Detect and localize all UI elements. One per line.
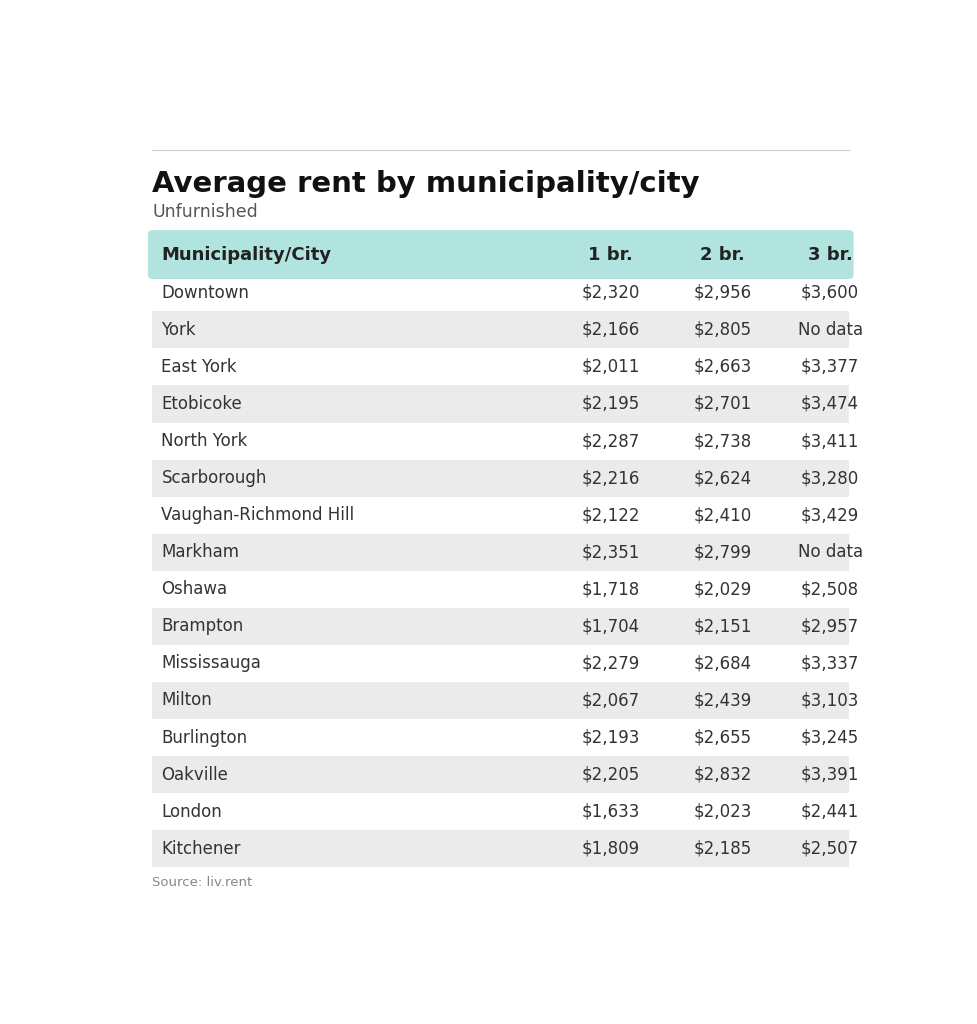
Text: $3,429: $3,429	[801, 506, 859, 524]
Text: $2,151: $2,151	[694, 617, 751, 635]
Text: 3 br.: 3 br.	[808, 246, 853, 263]
Text: $3,391: $3,391	[801, 766, 859, 783]
FancyBboxPatch shape	[148, 230, 854, 279]
Text: $2,067: $2,067	[581, 691, 640, 710]
Bar	[152, 460, 849, 497]
Text: $1,633: $1,633	[581, 803, 640, 820]
Text: $2,287: $2,287	[581, 432, 640, 450]
Text: $2,738: $2,738	[694, 432, 751, 450]
Text: Oakville: Oakville	[161, 766, 229, 783]
Bar	[152, 534, 849, 570]
Bar	[152, 423, 849, 460]
Text: $2,441: $2,441	[801, 803, 859, 820]
Text: Brampton: Brampton	[161, 617, 243, 635]
Text: $2,439: $2,439	[694, 691, 751, 710]
Text: $3,411: $3,411	[801, 432, 859, 450]
Text: $2,185: $2,185	[694, 840, 751, 858]
Text: Downtown: Downtown	[161, 284, 249, 302]
Text: $3,377: $3,377	[801, 358, 859, 376]
Text: $2,655: $2,655	[694, 728, 751, 746]
Text: Oshawa: Oshawa	[161, 581, 228, 598]
Text: $2,195: $2,195	[581, 395, 640, 413]
Text: $2,684: $2,684	[694, 654, 751, 673]
Text: Municipality/City: Municipality/City	[161, 246, 331, 263]
Text: $2,193: $2,193	[581, 728, 640, 746]
Bar	[152, 756, 849, 793]
Text: $2,205: $2,205	[581, 766, 640, 783]
Text: $2,957: $2,957	[801, 617, 859, 635]
Text: North York: North York	[161, 432, 248, 450]
Text: No data: No data	[797, 321, 863, 339]
Text: $2,701: $2,701	[694, 395, 751, 413]
Text: Kitchener: Kitchener	[161, 840, 241, 858]
Text: $2,410: $2,410	[694, 506, 751, 524]
Bar	[152, 274, 849, 311]
Text: 2 br.: 2 br.	[701, 246, 744, 263]
Text: Mississauga: Mississauga	[161, 654, 262, 673]
Text: East York: East York	[161, 358, 237, 376]
Bar	[152, 311, 849, 348]
Text: $3,600: $3,600	[801, 284, 859, 302]
Text: $2,320: $2,320	[581, 284, 640, 302]
Text: $3,474: $3,474	[801, 395, 859, 413]
Text: $1,809: $1,809	[581, 840, 640, 858]
Text: $2,351: $2,351	[581, 543, 640, 561]
Text: Scarborough: Scarborough	[161, 469, 267, 487]
Bar	[152, 348, 849, 385]
Text: $2,799: $2,799	[694, 543, 751, 561]
Text: Source: liv.rent: Source: liv.rent	[152, 877, 253, 889]
Bar	[152, 570, 849, 608]
Text: Milton: Milton	[161, 691, 212, 710]
Text: $2,663: $2,663	[694, 358, 751, 376]
Bar	[152, 682, 849, 719]
Text: $2,508: $2,508	[801, 581, 859, 598]
Bar	[152, 608, 849, 645]
Text: $3,280: $3,280	[801, 469, 859, 487]
Text: $3,337: $3,337	[801, 654, 859, 673]
Text: $2,166: $2,166	[581, 321, 640, 339]
Text: York: York	[161, 321, 196, 339]
Text: Etobicoke: Etobicoke	[161, 395, 242, 413]
Bar	[152, 830, 849, 867]
Text: $3,103: $3,103	[801, 691, 859, 710]
Text: $2,216: $2,216	[581, 469, 640, 487]
Text: London: London	[161, 803, 222, 820]
Text: $2,279: $2,279	[581, 654, 640, 673]
Bar	[152, 497, 849, 534]
Text: $2,832: $2,832	[694, 766, 751, 783]
Text: Markham: Markham	[161, 543, 239, 561]
Text: $2,624: $2,624	[694, 469, 751, 487]
Bar	[152, 645, 849, 682]
Text: $1,718: $1,718	[581, 581, 640, 598]
Text: $3,245: $3,245	[801, 728, 859, 746]
Bar	[152, 385, 849, 423]
Text: $2,956: $2,956	[694, 284, 751, 302]
Text: Unfurnished: Unfurnished	[152, 204, 258, 221]
Text: $2,011: $2,011	[581, 358, 640, 376]
Text: $2,029: $2,029	[694, 581, 751, 598]
Text: No data: No data	[797, 543, 863, 561]
Text: 1 br.: 1 br.	[588, 246, 633, 263]
Text: $2,122: $2,122	[581, 506, 640, 524]
Text: $2,805: $2,805	[694, 321, 751, 339]
Bar	[152, 794, 849, 830]
Text: $2,023: $2,023	[694, 803, 751, 820]
Text: $1,704: $1,704	[581, 617, 640, 635]
Text: Vaughan-Richmond Hill: Vaughan-Richmond Hill	[161, 506, 355, 524]
Text: Burlington: Burlington	[161, 728, 247, 746]
Text: Average rent by municipality/city: Average rent by municipality/city	[152, 170, 701, 199]
Bar	[152, 719, 849, 756]
Text: $2,507: $2,507	[801, 840, 859, 858]
